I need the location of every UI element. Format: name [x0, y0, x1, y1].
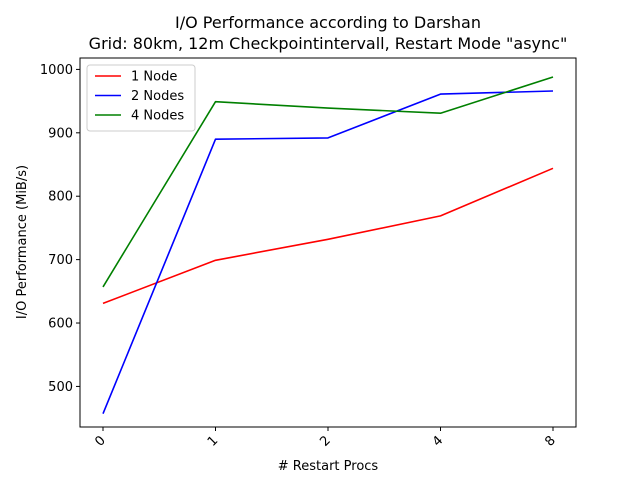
x-tick-label: 0 — [92, 433, 108, 449]
y-tick-label: 1000 — [40, 63, 73, 78]
x-tick-label: 8 — [542, 433, 558, 449]
chart-title: I/O Performance according to Darshan — [175, 13, 481, 32]
y-tick-label: 500 — [48, 380, 73, 395]
x-axis: 0 1 2 4 8 — [92, 427, 559, 450]
y-tick-label: 700 — [48, 253, 73, 268]
chart-subtitle: Grid: 80km, 12m Checkpointintervall, Res… — [89, 34, 568, 53]
series-line-2-nodes — [102, 90, 554, 415]
y-tick-label: 800 — [48, 190, 73, 205]
x-tick-label: 1 — [205, 433, 221, 449]
legend-label: 1 Node — [131, 70, 177, 85]
x-tick-label: 2 — [317, 433, 333, 449]
series-line-1-node — [102, 167, 554, 305]
x-axis-label: # Restart Procs — [278, 459, 379, 474]
y-axis: 500 600 700 800 900 1000 — [40, 63, 80, 395]
series-layer — [102, 76, 554, 415]
y-axis-label: I/O Performance (MiB/s) — [15, 165, 30, 319]
series-line-4-nodes — [102, 76, 554, 288]
x-tick-label: 4 — [430, 433, 446, 449]
y-tick-label: 600 — [48, 317, 73, 332]
y-tick-label: 900 — [48, 126, 73, 141]
legend: 1 Node 2 Nodes 4 Nodes — [86, 64, 196, 132]
legend-label: 4 Nodes — [131, 109, 184, 124]
legend-label: 2 Nodes — [131, 89, 184, 104]
